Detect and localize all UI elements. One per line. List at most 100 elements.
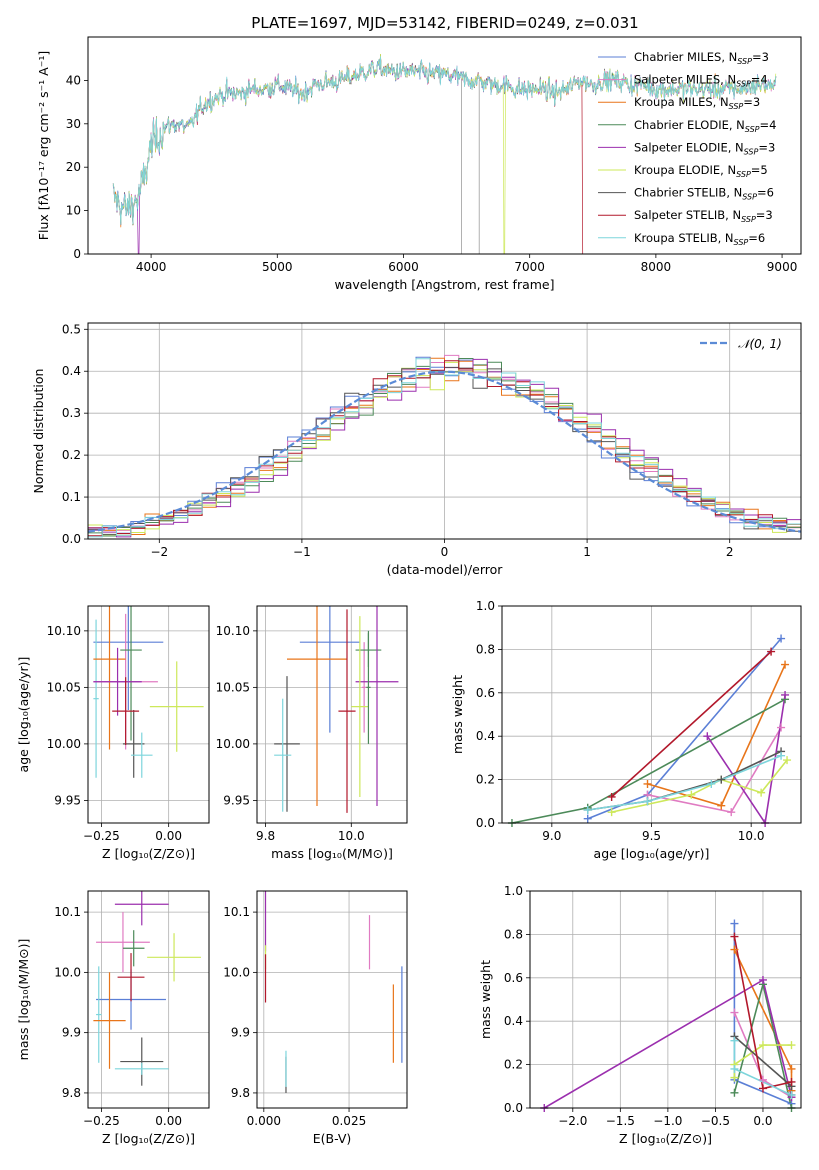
y-tick-label: 10.10 <box>216 624 250 638</box>
x-axis-label: E(B-V) <box>313 1131 352 1146</box>
x-tick-label: 10.0 <box>738 829 765 843</box>
y-tick-label: 0.4 <box>62 364 81 378</box>
y-tick-label: 10.1 <box>54 905 81 919</box>
x-axis-label: Z [log₁₀(Z/Z⊙)] <box>619 1131 712 1146</box>
y-tick-label: 0.2 <box>476 773 495 787</box>
weight-marker <box>758 1075 767 1084</box>
x-tick-label: 0 <box>441 545 449 559</box>
axes-frame <box>87 605 210 824</box>
spectrum-line-salpeter-stelib <box>112 55 584 254</box>
x-tick-label: −2.0 <box>558 1114 587 1128</box>
x-tick-label: 0.00 <box>155 829 182 843</box>
axes-frame <box>501 605 802 824</box>
x-axis-label: (data-model)/error <box>387 562 504 577</box>
panel-mass_vs_Z: −0.25 0.00 9.8 9.9 10.0 10.1 Z [log₁₀(Z/Z⊙)] ma… <box>16 890 210 1146</box>
y-tick-label: 10.05 <box>47 680 81 694</box>
weight-marker <box>777 634 786 643</box>
axes-frame <box>87 890 210 1109</box>
legend-text: Kroupa STELIB, N <box>634 231 734 245</box>
panel-age_vs_Z: −0.25 0.00 9.95 10.00 10.05 10.10 Z [log₁₀(Z/Z… <box>16 605 210 861</box>
weight-marker <box>787 1041 796 1050</box>
legend-entry-label: Kroupa ELODIE, NSSP=5 <box>634 163 768 179</box>
y-tick-label: 9.8 <box>62 1086 81 1100</box>
legend-entry-label: Chabrier MILES, NSSP=3 <box>634 50 769 66</box>
legend-entry-label: Chabrier STELIB, NSSP=6 <box>634 186 774 202</box>
x-tick-label: 7000 <box>514 260 545 274</box>
y-axis-label: Normed distribution <box>31 369 46 494</box>
x-tick-label: 0.0 <box>753 1114 772 1128</box>
x-axis-label: mass [log₁₀(M/M⊙)] <box>271 846 393 861</box>
legend-text: Salpeter MILES, N <box>634 73 736 87</box>
y-tick-label: 0.8 <box>476 642 495 656</box>
legend-subscript: SSP <box>729 102 744 111</box>
x-tick-label: 2 <box>726 545 734 559</box>
y-tick-label: 20 <box>66 160 81 174</box>
y-tick-label: 10.05 <box>216 680 250 694</box>
y-tick-label: 10.0 <box>54 965 81 979</box>
legend-entry-label: 𝒩(0, 1) <box>738 337 782 351</box>
x-axis-label: Z [log₁₀(Z/Z⊙)] <box>102 846 195 861</box>
x-axis-label: age [log₁₀(age/yr)] <box>594 846 710 861</box>
histogram-chabrier-elodie <box>88 358 801 537</box>
x-tick-label: −1 <box>293 545 311 559</box>
legend-subscript: SSP <box>736 170 751 179</box>
weight-marker <box>730 945 739 954</box>
y-axis-label: mass weight <box>450 675 465 754</box>
y-tick-label: 9.95 <box>54 793 81 807</box>
x-tick-label: −0.5 <box>701 1114 730 1128</box>
x-tick-label: −1.0 <box>653 1114 682 1128</box>
legend-subscript: SSP <box>745 125 760 134</box>
panel-age_vs_mass: 9.8 10.0 9.95 10.00 10.05 10.10 mass [log₁₀(M/… <box>216 605 408 861</box>
y-tick-label: 40 <box>66 73 81 87</box>
legend-text: Chabrier ELODIE, N <box>634 118 745 132</box>
x-tick-label: 5000 <box>262 260 293 274</box>
y-tick-label: 0 <box>73 247 81 261</box>
x-tick-label: 0.00 <box>155 1114 182 1128</box>
weight-marker <box>583 805 592 814</box>
y-axis-label: mass weight <box>478 960 493 1039</box>
weight-marker <box>730 1008 739 1017</box>
weight-marker <box>730 1036 739 1045</box>
legend-subscript: SSP <box>737 57 752 66</box>
weight-marker <box>757 788 766 797</box>
x-tick-label: −0.25 <box>83 829 120 843</box>
plot-area <box>88 354 801 538</box>
weight-marker <box>703 732 712 741</box>
legend-entry-label: Chabrier ELODIE, NSSP=4 <box>634 118 776 134</box>
plot-area <box>93 891 201 1086</box>
plot-area <box>93 606 204 778</box>
legend-entry-label: Kroupa STELIB, NSSP=6 <box>634 231 765 247</box>
y-tick-label: 0.2 <box>504 1058 523 1072</box>
plot-area <box>112 53 777 254</box>
y-axis-label: mass [log₁₀(M/M⊙)] <box>16 939 31 1061</box>
weight-marker <box>717 801 726 810</box>
weight-marker <box>607 792 616 801</box>
weight-marker <box>787 1077 796 1086</box>
legend-entry-label: Salpeter ELODIE, NSSP=3 <box>634 140 775 156</box>
y-tick-label: 0.0 <box>62 532 81 546</box>
x-tick-label: 8000 <box>641 260 672 274</box>
legend-text: Salpeter ELODIE, N <box>634 140 744 154</box>
x-tick-label: −1.5 <box>606 1114 635 1128</box>
histogram-salpeter-stelib <box>88 360 801 538</box>
weight-line-kroupa-stelib <box>587 754 782 811</box>
weight-marker <box>781 690 790 699</box>
weight-marker <box>787 1064 796 1073</box>
y-tick-label: 0.0 <box>504 1101 523 1115</box>
figure-title: PLATE=1697, MJD=53142, FIBERID=0249, z=0… <box>251 14 638 32</box>
y-tick-label: 1.0 <box>504 884 523 898</box>
weight-line-salpeter-elodie <box>706 694 786 823</box>
y-tick-label: 0.4 <box>504 1014 523 1028</box>
legend-text: Kroupa MILES, N <box>634 95 729 109</box>
legend-suffix: =3 <box>752 50 769 64</box>
y-tick-label: 9.9 <box>62 1026 81 1040</box>
legend-subscript: SSP <box>741 215 756 224</box>
y-tick-label: 9.95 <box>223 793 250 807</box>
x-tick-label: 0.000 <box>247 1114 281 1128</box>
y-tick-label: 10.00 <box>216 737 250 751</box>
legend-suffix: =3 <box>743 95 760 109</box>
y-tick-label: 0.0 <box>476 816 495 830</box>
y-tick-label: 0.4 <box>476 729 495 743</box>
weight-marker <box>730 932 739 941</box>
legend-text: Kroupa ELODIE, N <box>634 163 736 177</box>
